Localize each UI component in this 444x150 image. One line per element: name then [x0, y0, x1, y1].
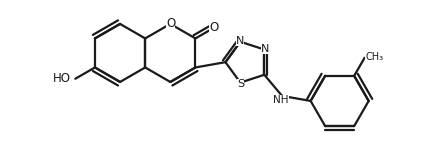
- Text: HO: HO: [52, 72, 71, 85]
- Text: S: S: [237, 79, 244, 89]
- Text: N: N: [236, 36, 244, 46]
- Text: O: O: [210, 21, 219, 34]
- Text: CH₃: CH₃: [365, 52, 383, 62]
- Text: N: N: [261, 44, 269, 54]
- Text: NH: NH: [273, 95, 289, 105]
- Text: O: O: [166, 16, 175, 30]
